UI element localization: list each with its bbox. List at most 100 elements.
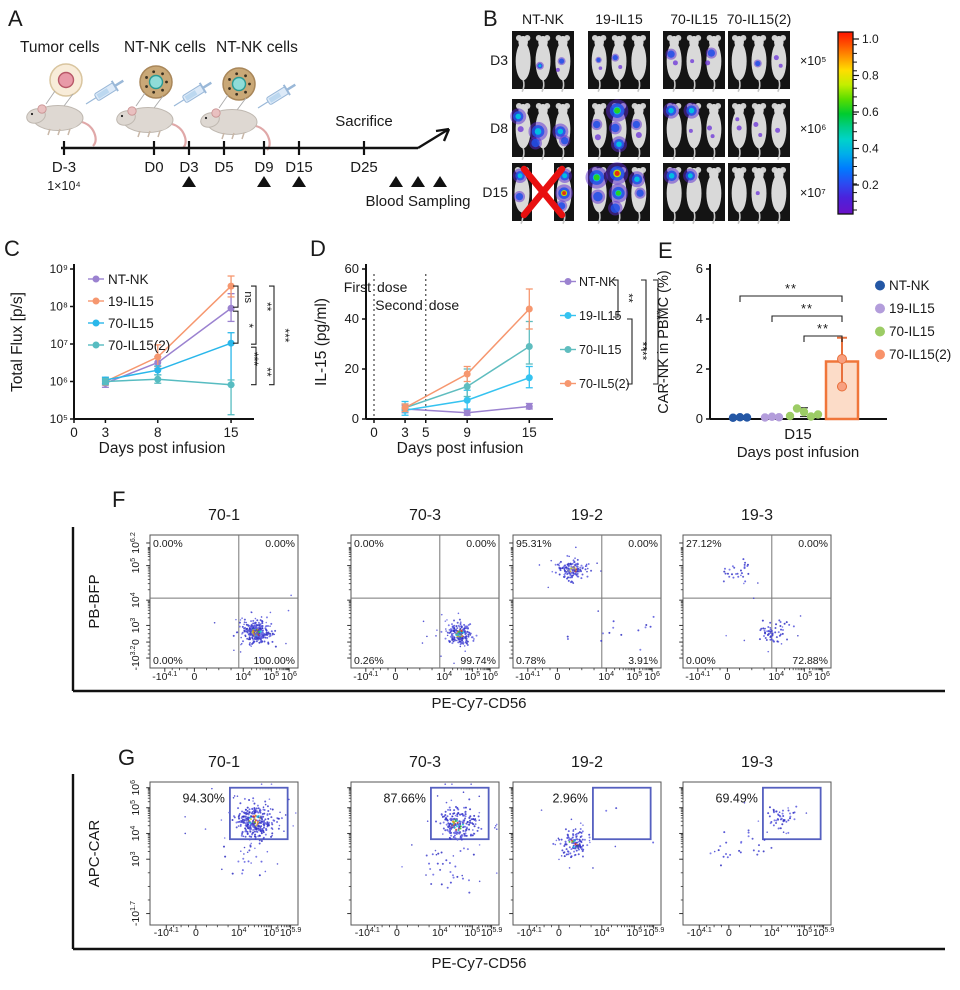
day-row-label: D3 [490,52,508,68]
x-tick-label: 105.9 [643,926,665,939]
quadrant-percentage: 0.00% [798,538,828,550]
dose-annotation: dose [377,279,408,295]
y-tick-label: 0 [352,411,359,426]
x-axis-label: Days post infusion [99,440,226,457]
radiance-scale-label: ×10⁷ [800,186,826,200]
radiance-scale-label: ×10⁶ [800,122,826,136]
sampling-triangle-icon [433,176,447,187]
legend-item-label: NT-NK [889,278,930,293]
x-axis-label: PE-Cy7-CD56 [431,695,526,712]
x-tick-label: 105 [627,926,643,939]
x-axis-label: Days post infusion [737,444,860,461]
mouse-icon [200,108,271,151]
data-dot [742,413,752,422]
day-row-label: D8 [490,120,508,136]
injection-label: NT-NK cells [124,39,206,56]
x-tick-label: 0 [191,671,197,683]
colorbar-tick-label: 0.4 [862,142,879,156]
x-tick-label: 15 [224,425,239,440]
mouse-image-tile [585,162,650,225]
x-tick-label: 105.9 [280,926,302,939]
timeline-tick-label: D5 [214,159,233,176]
x-tick-label: 104 [764,926,780,939]
x-tick-label: 106 [281,670,297,683]
day-row-label: D15 [482,184,508,200]
x-tick-label: 105 [264,926,280,939]
x-tick-label: 104 [432,926,448,939]
y-tick-label: 103 [129,618,142,634]
y-tick-label: 10⁵ [50,412,68,426]
panel-label-c: C [4,236,20,261]
y-tick-label: 105 [129,800,142,816]
y-tick-label: 20 [345,361,359,376]
injection-label: NT-NK cells [216,39,298,56]
legend-item-label: 19-IL15 [108,294,154,309]
x-tick-label: 5 [422,425,430,440]
sample-title: 70-3 [409,507,441,524]
group-column-header: 19-IL15 [595,11,643,27]
sample-title: 70-1 [208,754,240,771]
quadrant-percentage: 95.31% [516,538,552,550]
panel-label-b: B [483,6,498,31]
gate-percentage: 69.49% [716,792,758,806]
x-tick-label: 0 [554,671,560,683]
x-tick-label: 104 [235,670,251,683]
data-dot [735,413,745,422]
y-axis-label: APC-CAR [86,820,103,888]
sacrifice-label: Sacrifice [335,113,393,130]
mouse-icon [116,106,187,149]
gate-percentage: 94.30% [183,792,225,806]
data-dot [813,410,823,419]
y-tick-label: 10⁹ [50,262,69,276]
data-dot [760,413,770,422]
x-tick-label: -104.1 [517,926,542,939]
y-tick-label: 40 [345,311,359,326]
cell-dose-label: 1×10⁴ [47,179,81,193]
dose-annotation: First [344,279,371,295]
panel-label-g: G [118,745,136,770]
quadrant-percentage: 0.00% [686,655,716,667]
legend-item-label: 70-IL15 [889,324,935,339]
y-tick-label: 104 [129,826,142,842]
x-tick-label: 104 [768,670,784,683]
panel-c-total-flux-chart: 10⁵ 10⁶ 10⁷ 10⁸ 10⁹ 0 3 8 15 Days post infusion To… [2,234,308,473]
x-tick-label: 105 [797,926,813,939]
mouse-image-tile [728,163,790,225]
y-tick-label: 0 [696,411,703,426]
sampling-triangle-icon [292,176,306,187]
timeline-tick-label: D-3 [52,159,76,176]
legend-item-label: NT-NK [108,272,149,287]
quadrant-percentage: 0.00% [153,655,183,667]
x-tick-label: 0 [726,927,732,939]
x-tick-label: 104 [436,670,452,683]
panel-label-f: F [112,487,126,512]
significance-label: **** [636,342,650,361]
x-tick-label: 0 [392,671,398,683]
quadrant-percentage: 0.00% [354,538,384,550]
legend-item-label: 70-IL15(2) [889,347,951,362]
x-tick-label: 106 [814,670,830,683]
data-dot [728,413,738,422]
y-axis-label: Total Flux [p/s] [9,292,26,392]
data-dot [774,413,784,422]
mouse-image-tile [588,31,650,93]
timeline-tick-label: D3 [179,159,198,176]
gate-percentage: 2.96% [552,792,587,806]
panel-b-bioluminescence-grid: NT-NK 19-IL15 70-IL15 70-IL15(2) D3 ×10⁵ D8 ×10… [478,2,960,233]
x-tick-label: 104 [594,926,610,939]
y-tick-label: 103 [129,851,142,867]
flow-gate [762,786,822,841]
flow-gate [229,786,289,841]
x-tick-label: 8 [154,425,162,440]
sampling-triangle-icon [411,176,425,187]
quadrant-percentage: 0.00% [628,538,658,550]
quadrant-percentage: 27.12% [686,538,722,550]
blood-sampling-label: Blood Sampling [365,193,470,210]
x-axis-label: Days post infusion [397,440,524,457]
x-tick-label: 0 [370,425,378,440]
panel-d-il15-chart: 0 20 40 60 0 3 5 9 15 Days post infusion IL-15 (pg… [308,234,676,473]
